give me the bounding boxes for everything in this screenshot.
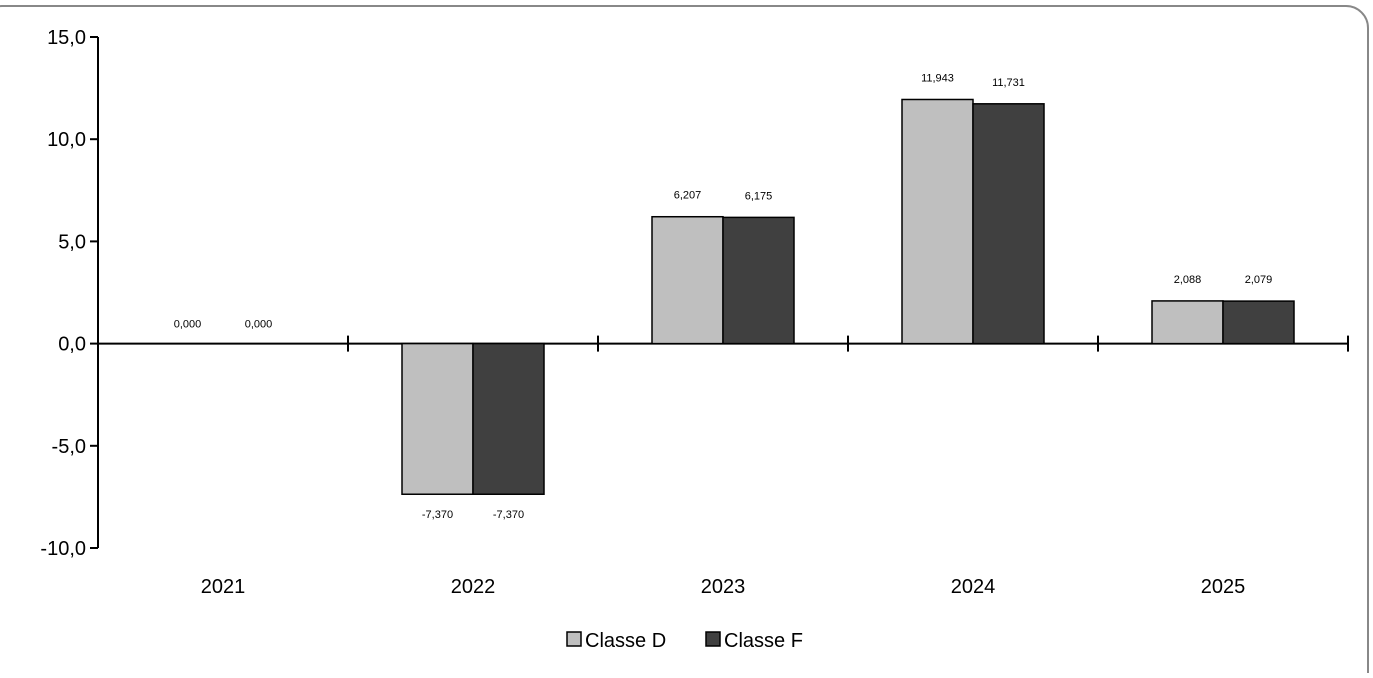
y-tick-label: -5,0 (52, 436, 86, 458)
x-category-label: 2023 (701, 576, 746, 598)
legend-label: Classe D (585, 630, 666, 652)
data-label: 11,731 (992, 77, 1025, 89)
y-tick-label: -10,0 (40, 538, 86, 560)
legend-swatch (705, 631, 721, 647)
data-label: 6,175 (745, 190, 773, 202)
bar (901, 98, 974, 345)
x-category-label: 2022 (451, 576, 496, 598)
bar (972, 103, 1045, 345)
y-tick-label: 15,0 (47, 27, 86, 49)
bar (401, 342, 474, 495)
legend-swatch (566, 631, 582, 647)
data-label: 6,207 (674, 190, 702, 202)
data-label: -7,370 (422, 509, 453, 521)
data-label: 2,079 (1245, 274, 1273, 286)
x-category-label: 2024 (951, 576, 996, 598)
data-label: 11,943 (921, 72, 954, 84)
y-tick-label: 10,0 (47, 129, 86, 151)
x-category-label: 2025 (1201, 576, 1246, 598)
data-label: 2,088 (1174, 274, 1202, 286)
y-tick-label: 5,0 (58, 231, 86, 253)
x-axis: 2021 2022 2023 2024 2025 (98, 335, 1349, 598)
bar (651, 215, 724, 345)
bar (722, 216, 795, 345)
bars (401, 98, 1295, 495)
y-axis: 15,0 10,0 5,0 0,0 -5,0 -10,0 (40, 27, 99, 560)
data-label: 0,000 (245, 319, 273, 331)
data-labels: 0,000 0,000 -7,370 -7,370 6,207 6,175 11,943 11… (174, 72, 1273, 521)
data-label: -7,370 (493, 509, 524, 521)
data-label: 0,000 (174, 319, 202, 331)
bar (1151, 300, 1224, 345)
legend-label: Classe F (724, 630, 803, 652)
x-category-label: 2021 (201, 576, 246, 598)
y-tick-label: 0,0 (58, 334, 86, 356)
bar (472, 342, 545, 495)
bar (1222, 300, 1295, 345)
legend: Classe D Classe F (566, 630, 803, 652)
